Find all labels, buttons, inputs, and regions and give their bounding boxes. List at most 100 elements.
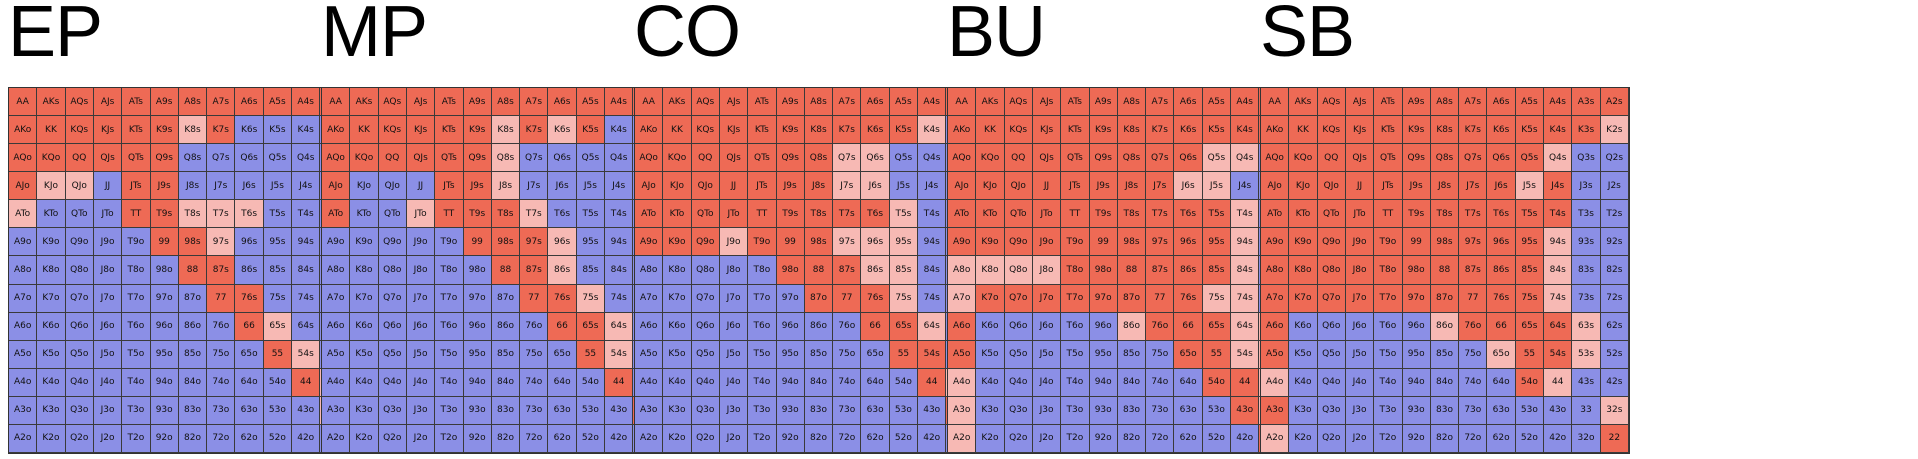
hand-cell: T6o bbox=[122, 312, 151, 341]
hand-cell: J8o bbox=[1345, 256, 1375, 285]
hand-cell: T3o bbox=[435, 396, 464, 425]
hand-cell: K3s bbox=[1572, 116, 1601, 145]
hand-cell: Q2o bbox=[691, 424, 720, 453]
hand-cell: K7o bbox=[1289, 284, 1318, 313]
hand-cell: A6o bbox=[1261, 312, 1290, 341]
hand-cell: 98s bbox=[491, 228, 521, 257]
hand-grid: AAAKsAQsAJsATsA9sA8sA7sA6sA5sA4sA3sA2sAK… bbox=[321, 87, 691, 454]
hand-cell: J8s bbox=[491, 172, 521, 201]
hand-cell: KTs bbox=[122, 116, 151, 145]
hand-cell: 96o bbox=[150, 312, 179, 341]
hand-cell: J8s bbox=[804, 172, 834, 201]
hand-cell: Q9o bbox=[1317, 228, 1346, 257]
hand-cell: 98o bbox=[463, 256, 492, 285]
hand-cell: 53o bbox=[1202, 396, 1232, 425]
hand-cell: 42o bbox=[292, 424, 321, 453]
hand-cell: 33 bbox=[1572, 396, 1601, 425]
hand-cell: T6s bbox=[235, 200, 264, 229]
hand-cell: T2o bbox=[1374, 424, 1403, 453]
hand-cell: T9s bbox=[150, 200, 179, 229]
hand-cell: K5s bbox=[1202, 116, 1232, 145]
hand-cell: QTs bbox=[748, 144, 777, 173]
hand-cell: 88 bbox=[491, 256, 521, 285]
hand-cell: A6o bbox=[9, 312, 38, 341]
hand-cell: A7s bbox=[833, 88, 862, 117]
hand-cell: 86o bbox=[804, 312, 834, 341]
hand-cell: J7s bbox=[1459, 172, 1488, 201]
hand-cell: 82s bbox=[1600, 256, 1629, 285]
hand-cell: K6o bbox=[663, 312, 692, 341]
hand-cell: QJo bbox=[378, 172, 407, 201]
hand-cell: A2o bbox=[635, 424, 664, 453]
hand-cell: Q7s bbox=[1459, 144, 1488, 173]
hand-cell: 93o bbox=[1402, 396, 1431, 425]
hand-cell: 95o bbox=[1402, 340, 1431, 369]
hand-cell: KK bbox=[37, 116, 66, 145]
hand-cell: 42s bbox=[1600, 368, 1629, 397]
hand-cell: Q8s bbox=[491, 144, 521, 173]
hand-cell: 84s bbox=[1544, 256, 1573, 285]
hand-cell: KTs bbox=[435, 116, 464, 145]
hand-cell: K7s bbox=[520, 116, 549, 145]
hand-cell: Q6o bbox=[65, 312, 94, 341]
hand-cell: AQs bbox=[691, 88, 720, 117]
hand-cell: 64o bbox=[1487, 368, 1516, 397]
hand-cell: 99 bbox=[1402, 228, 1431, 257]
hand-cell: 93o bbox=[1089, 396, 1118, 425]
hand-cell: J9o bbox=[1345, 228, 1375, 257]
hand-cell: A4o bbox=[322, 368, 351, 397]
hand-cell: T5o bbox=[435, 340, 464, 369]
hand-cell: J3o bbox=[93, 396, 123, 425]
hand-cell: 93o bbox=[463, 396, 492, 425]
hand-cell: K6o bbox=[1289, 312, 1318, 341]
hand-cell: 74o bbox=[833, 368, 862, 397]
hand-cell: 54o bbox=[1202, 368, 1232, 397]
hand-cell: 75o bbox=[207, 340, 236, 369]
hand-cell: K2o bbox=[663, 424, 692, 453]
hand-cell: A8o bbox=[948, 256, 977, 285]
hand-cell: QTo bbox=[65, 200, 94, 229]
hand-cell: A6s bbox=[1174, 88, 1203, 117]
hand-cell: JJ bbox=[1032, 172, 1062, 201]
hand-cell: Q2o bbox=[1317, 424, 1346, 453]
hand-cell: 43o bbox=[1231, 396, 1260, 425]
hand-cell: 76s bbox=[548, 284, 577, 313]
hand-cell: KQo bbox=[663, 144, 692, 173]
hand-cell: 62o bbox=[1487, 424, 1516, 453]
panel-title: MP bbox=[321, 0, 428, 72]
hand-cell: T9s bbox=[1089, 200, 1118, 229]
hand-cell: 87s bbox=[520, 256, 549, 285]
hand-cell: KQs bbox=[65, 116, 94, 145]
hand-cell: K4s bbox=[918, 116, 947, 145]
hand-cell: 87s bbox=[207, 256, 236, 285]
panel-title: CO bbox=[634, 0, 741, 72]
hand-cell: 74o bbox=[207, 368, 236, 397]
hand-cell: 77 bbox=[207, 284, 236, 313]
hand-cell: AQo bbox=[9, 144, 38, 173]
hand-cell: J4s bbox=[292, 172, 321, 201]
hand-cell: ATo bbox=[1261, 200, 1290, 229]
hand-cell: A5s bbox=[576, 88, 606, 117]
hand-cell: 42o bbox=[1231, 424, 1260, 453]
hand-cell: Q4o bbox=[1004, 368, 1033, 397]
hand-cell: A4o bbox=[1261, 368, 1290, 397]
hand-cell: K5s bbox=[263, 116, 293, 145]
hand-cell: K5o bbox=[350, 340, 379, 369]
hand-cell: 66 bbox=[861, 312, 890, 341]
hand-cell: T3s bbox=[1572, 200, 1601, 229]
hand-cell: 55 bbox=[576, 340, 606, 369]
hand-cell: 84o bbox=[491, 368, 521, 397]
hand-cell: KJo bbox=[976, 172, 1005, 201]
hand-cell: 98s bbox=[804, 228, 834, 257]
hand-cell: J4o bbox=[1345, 368, 1375, 397]
hand-cell: A8o bbox=[1261, 256, 1290, 285]
hand-cell: 72o bbox=[833, 424, 862, 453]
hand-cell: K4o bbox=[1289, 368, 1318, 397]
hand-cell: Q6o bbox=[691, 312, 720, 341]
hand-cell: K9o bbox=[663, 228, 692, 257]
hand-cell: A5o bbox=[9, 340, 38, 369]
hand-cell: J4o bbox=[719, 368, 749, 397]
hand-cell: KK bbox=[663, 116, 692, 145]
hand-cell: A5s bbox=[889, 88, 919, 117]
hand-cell: J8s bbox=[1430, 172, 1460, 201]
